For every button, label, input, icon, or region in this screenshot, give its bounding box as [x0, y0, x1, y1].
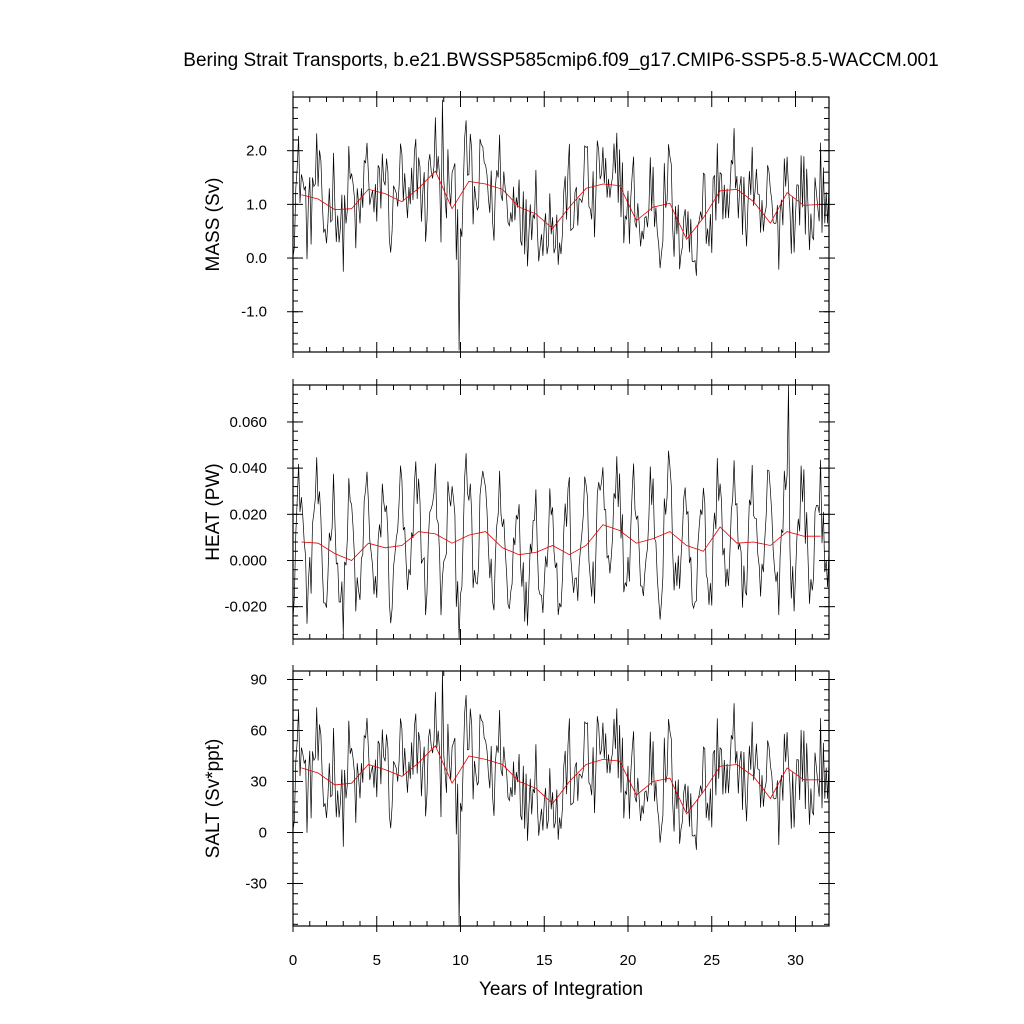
chart-title: Bering Strait Transports, b.e21.BWSSP585… [183, 50, 938, 71]
y-tick-label-heat: 0.020 [229, 506, 267, 523]
y-tick-label-mass: 1.0 [246, 196, 267, 213]
y-tick-label-salt: 60 [250, 723, 267, 740]
panel-mass-frame [292, 96, 830, 353]
y-tick-label-heat: 0.060 [229, 414, 267, 431]
y-tick-label-mass: 0.0 [246, 250, 267, 267]
x-tick-label: 15 [536, 952, 553, 969]
x-tick-label: 20 [620, 952, 637, 969]
y-tick-label-salt: 30 [250, 774, 267, 791]
x-axis-label: Years of Integration [479, 979, 643, 1000]
chart-panels: -1.0 0.0 1.0 2.0 MASS (Sv) -0.020 0.000 0.020 0.… [203, 91, 835, 932]
panel-mass: -1.0 0.0 1.0 2.0 MASS (Sv) [203, 91, 835, 358]
series-mass-annual [301, 170, 821, 241]
series-mass-monthly [293, 99, 829, 351]
x-tick-label: 25 [703, 952, 720, 969]
panel-salt: -30 0 30 60 90 SALT (Sv*ppt) [203, 665, 835, 932]
y-tick-label-salt: -30 [245, 876, 267, 893]
panel-salt-frame [292, 670, 830, 927]
x-tick-label: 0 [289, 952, 297, 969]
y-tick-label-heat: 0.000 [229, 552, 267, 569]
x-tick-label: 10 [452, 952, 469, 969]
x-tick-label: 30 [787, 952, 804, 969]
y-axis-label-salt: SALT (Sv*ppt) [203, 739, 224, 859]
panel-heat: -0.020 0.000 0.020 0.040 0.060 HEAT (PW) [203, 379, 835, 645]
y-tick-label-mass: 2.0 [246, 143, 267, 160]
series-salt-annual [301, 745, 821, 815]
y-tick-label-heat: 0.040 [229, 460, 267, 477]
y-axis-label-heat: HEAT (PW) [203, 463, 224, 560]
x-tick-label: 5 [373, 952, 381, 969]
y-tick-label-heat: -0.020 [224, 599, 267, 616]
y-tick-label-salt: 90 [250, 672, 267, 689]
series-salt-monthly [293, 671, 829, 926]
y-axis-label-mass: MASS (Sv) [203, 178, 224, 272]
x-tick-labels: 0 5 10 15 20 25 30 [289, 952, 804, 969]
y-tick-label-salt: 0 [259, 825, 267, 842]
y-tick-label-mass: -1.0 [241, 304, 267, 321]
series-heat-annual [301, 524, 821, 561]
series-heat-monthly [293, 385, 829, 639]
